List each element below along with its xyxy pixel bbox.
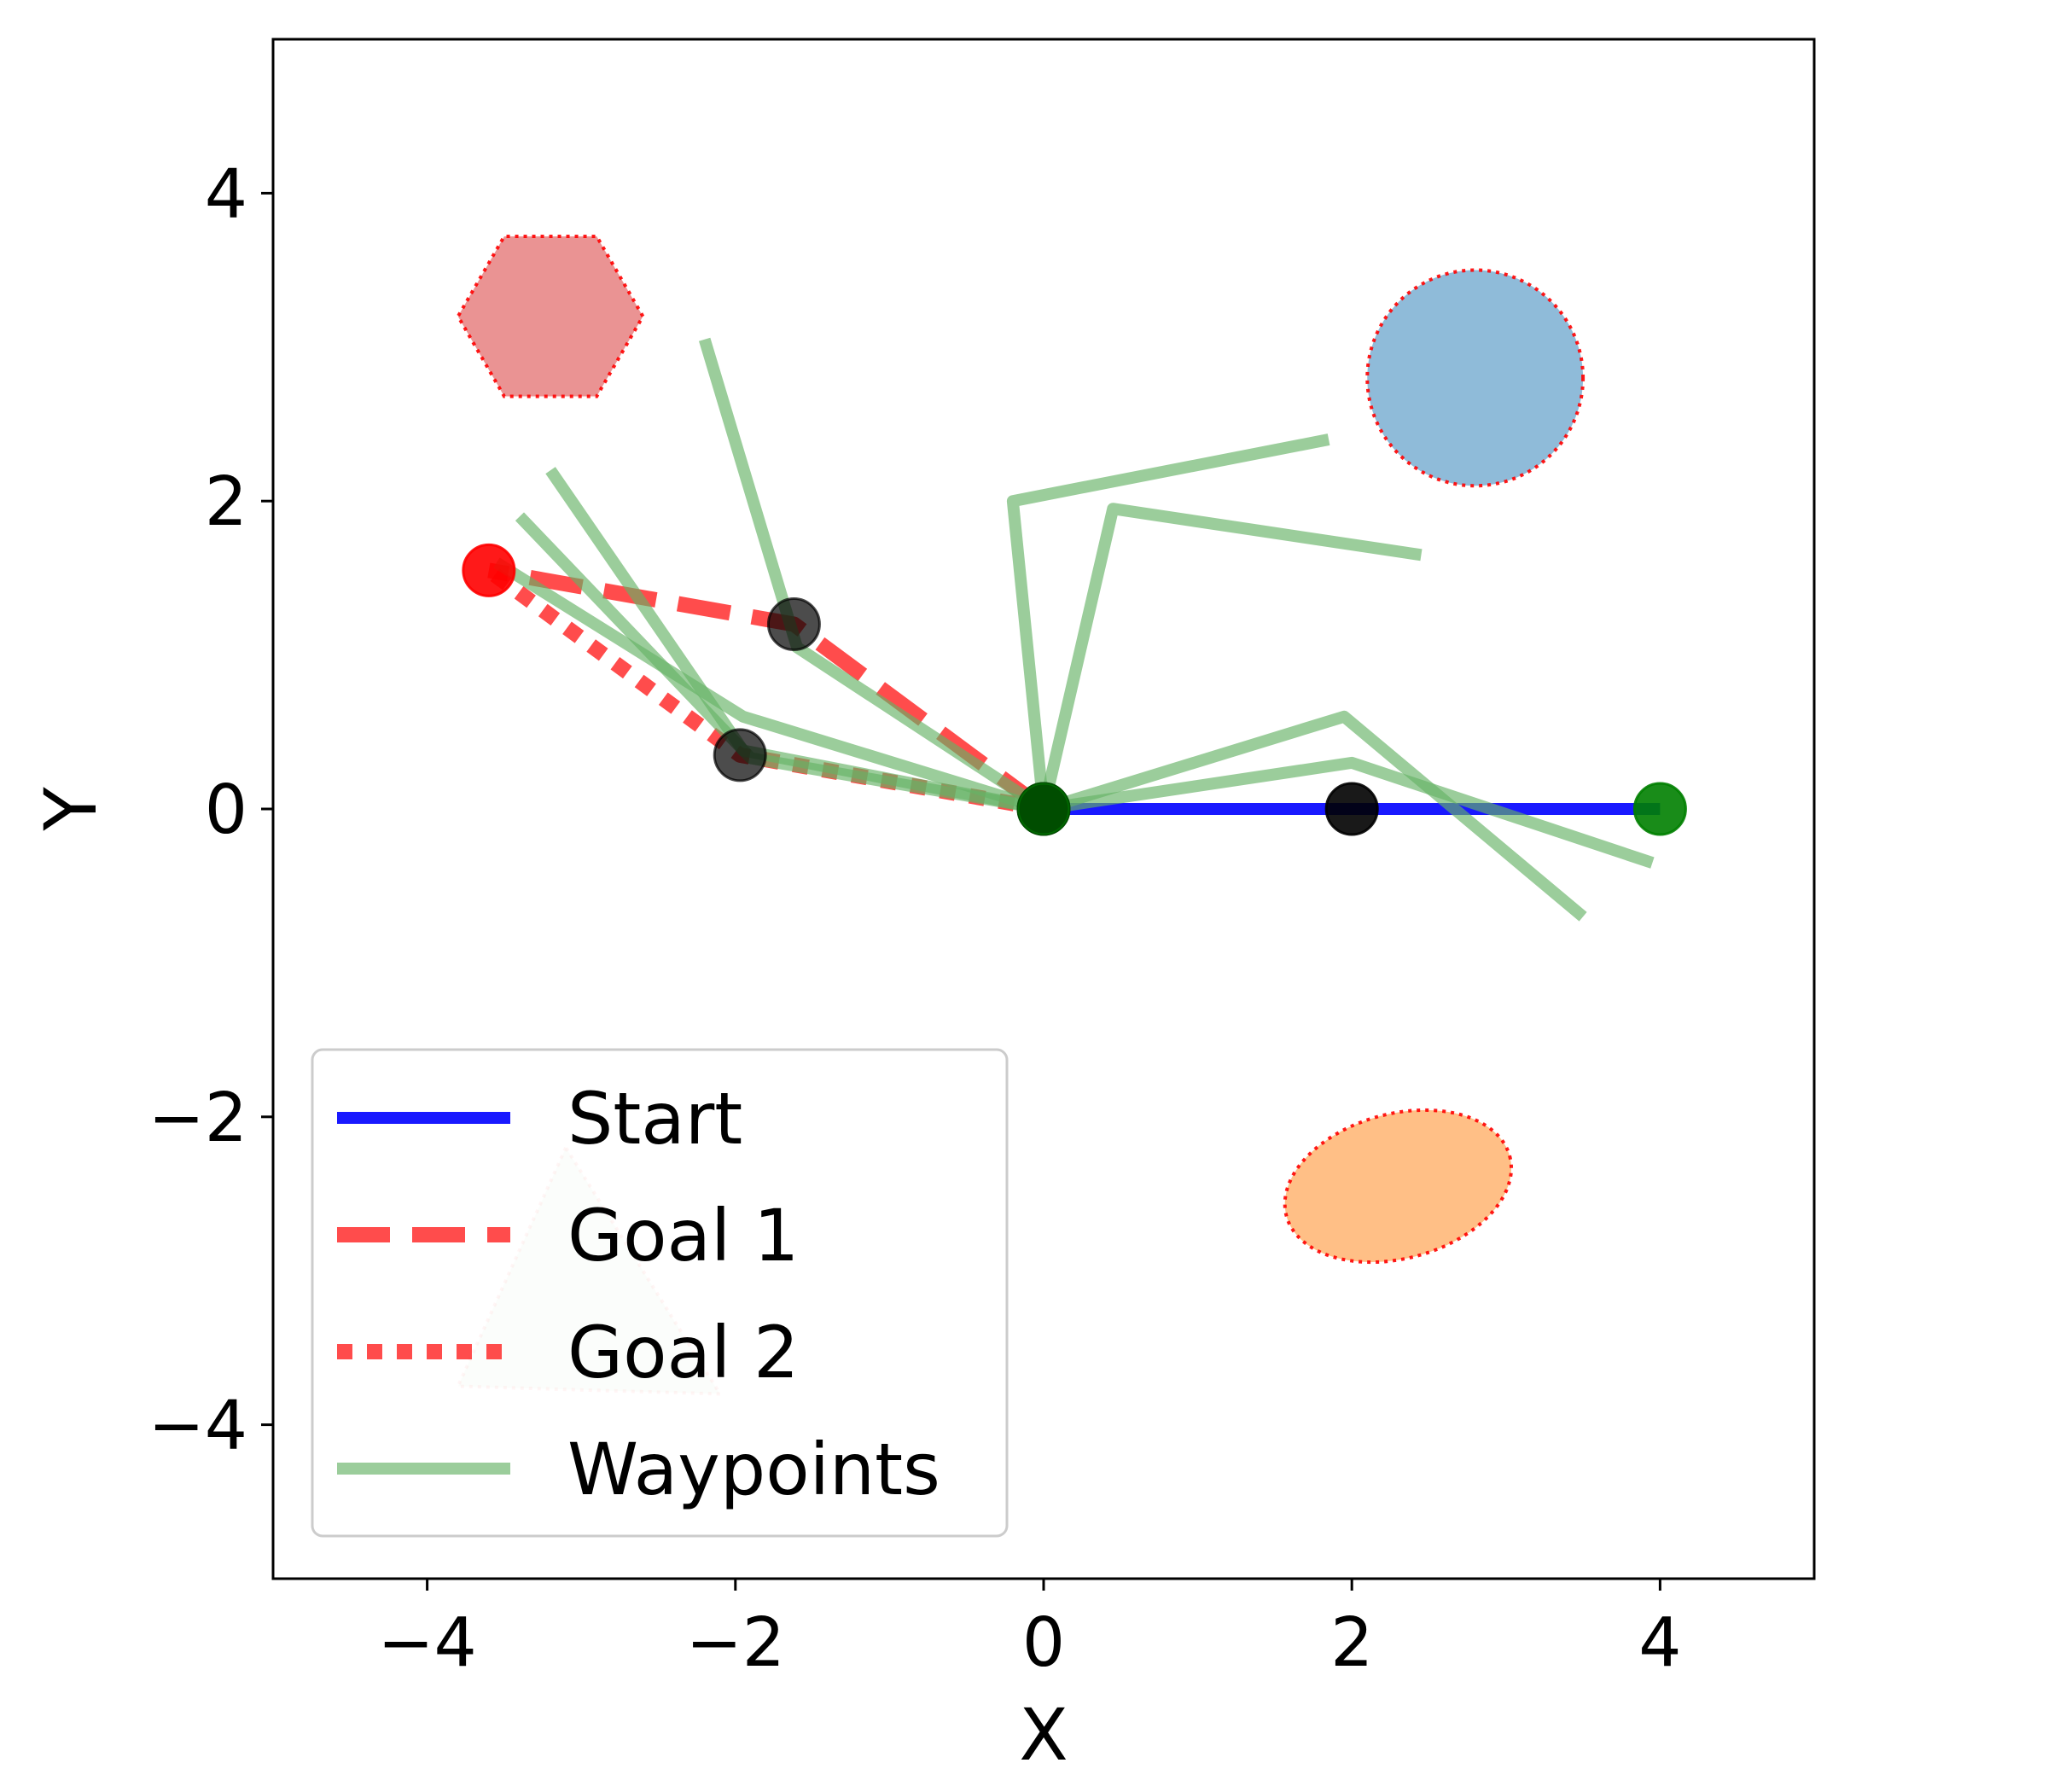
x-tick-label: 2	[1330, 1603, 1373, 1682]
ticks-layer: −4 −2 0 2 4 −4 −2 0 2 4	[148, 154, 1682, 1682]
obstacle-circle	[1365, 268, 1585, 488]
obstacle-ellipse	[1283, 1108, 1514, 1265]
series-line-waypoints-7	[1042, 756, 1655, 869]
series-line-waypoints-4	[1006, 433, 1330, 810]
x-tick-label: 4	[1638, 1603, 1681, 1682]
y-axis-label: Y	[29, 787, 113, 832]
series-line-waypoints-5	[1038, 503, 1423, 811]
series-line-waypoints-0	[515, 512, 1045, 815]
series-line-waypoints-3	[493, 557, 1046, 815]
data-point-2	[713, 728, 767, 783]
data-point-1	[766, 597, 821, 652]
legend-box	[311, 1048, 1009, 1538]
y-tick-label: −2	[148, 1079, 247, 1157]
series-line-waypoints-6	[1041, 710, 1587, 922]
y-tick-label: 4	[205, 154, 247, 233]
legend-label-start: Start	[567, 1077, 742, 1161]
y-tick-label: 2	[205, 463, 247, 541]
data-point-6	[1016, 782, 1071, 836]
legend: Start Goal 1 Goal 2 Waypoints	[311, 1048, 1009, 1538]
markers-layer	[462, 543, 1687, 836]
data-point-0	[462, 543, 516, 597]
x-tick-label: 0	[1022, 1603, 1065, 1682]
y-tick-label: 0	[205, 771, 247, 849]
obstacle-hexagon	[456, 234, 645, 399]
legend-label-goal-2: Goal 2	[567, 1311, 799, 1394]
data-point-5	[1632, 782, 1687, 836]
x-axis-label: X	[1019, 1693, 1068, 1777]
legend-label-goal-1: Goal 1	[567, 1194, 799, 1277]
x-tick-label: −2	[686, 1603, 785, 1682]
y-tick-label: −4	[148, 1387, 247, 1465]
x-tick-label: −4	[377, 1603, 476, 1682]
legend-label-waypoints: Waypoints	[567, 1428, 940, 1511]
data-point-4	[1324, 782, 1379, 836]
